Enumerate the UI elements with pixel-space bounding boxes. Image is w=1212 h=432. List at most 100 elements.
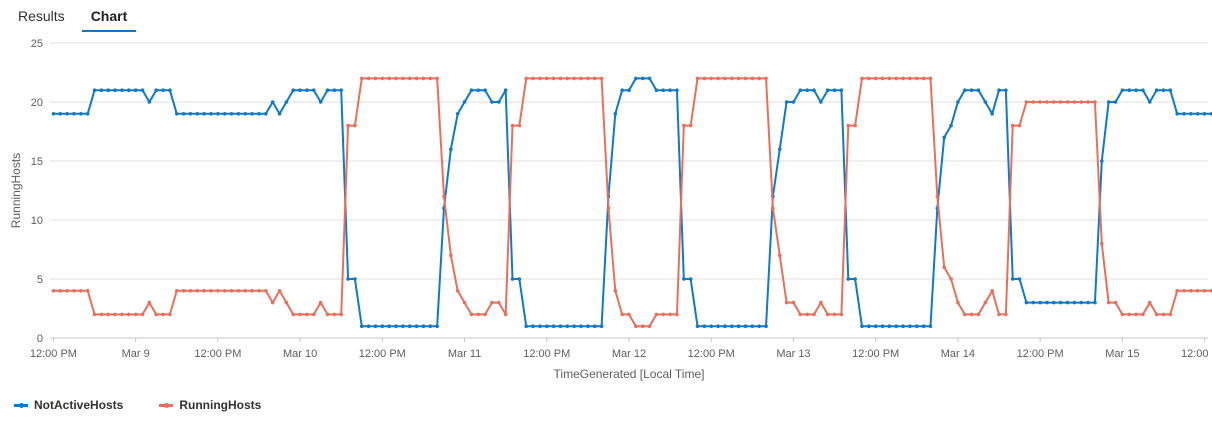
data-point <box>394 76 398 81</box>
data-point <box>291 312 296 317</box>
data-point <box>51 112 56 116</box>
data-point <box>1099 241 1104 246</box>
data-point <box>407 76 412 81</box>
data-point <box>1106 100 1111 104</box>
data-point <box>277 289 282 293</box>
data-point <box>99 312 104 317</box>
data-point <box>654 312 659 317</box>
data-point <box>284 100 289 104</box>
data-point <box>1031 300 1036 305</box>
data-point <box>846 277 851 281</box>
data-point <box>901 76 905 81</box>
data-point <box>298 312 302 317</box>
data-point <box>997 312 1001 317</box>
data-point <box>654 88 659 92</box>
legend-item-runninghosts[interactable]: RunningHosts <box>159 398 261 412</box>
data-point <box>1072 300 1077 305</box>
data-point <box>1079 100 1084 104</box>
data-point <box>750 324 755 329</box>
data-point <box>120 88 124 92</box>
x-tick-label: 12:00 PM <box>1017 348 1064 360</box>
data-point <box>174 112 179 116</box>
data-point <box>318 300 323 305</box>
data-point <box>359 324 364 329</box>
data-point <box>976 312 981 317</box>
data-point <box>990 112 994 116</box>
legend-swatch <box>159 402 174 408</box>
data-point <box>257 289 261 293</box>
data-point <box>956 100 960 104</box>
data-point <box>565 324 570 329</box>
data-point <box>414 324 419 329</box>
data-point <box>264 112 268 116</box>
data-point <box>229 112 234 116</box>
data-point <box>366 324 371 329</box>
data-point <box>572 324 576 329</box>
data-point <box>880 324 885 329</box>
data-point <box>106 312 111 317</box>
data-point <box>867 76 871 81</box>
x-axis-title: TimeGenerated [Local Time] <box>554 367 705 381</box>
data-point <box>894 324 899 329</box>
data-point <box>586 324 590 329</box>
data-point <box>702 324 707 329</box>
data-point <box>490 100 494 104</box>
data-point <box>188 112 193 116</box>
data-point <box>325 88 330 92</box>
data-point <box>353 277 357 281</box>
legend: NotActiveHosts RunningHosts <box>14 398 297 412</box>
legend-item-notactivehosts[interactable]: NotActiveHosts <box>14 398 123 412</box>
data-point <box>579 324 583 329</box>
data-point <box>606 206 611 210</box>
data-point <box>1038 300 1042 305</box>
y-tick-label: 5 <box>37 274 43 286</box>
data-point <box>202 112 206 116</box>
data-point <box>764 76 768 81</box>
data-point <box>620 88 624 92</box>
data-point <box>1093 300 1097 305</box>
data-point <box>133 312 138 317</box>
data-point <box>908 76 912 81</box>
data-point <box>147 300 152 305</box>
data-point <box>983 100 988 104</box>
data-point <box>1072 100 1077 104</box>
data-point <box>914 76 919 81</box>
x-tick-label: 12:00 PM <box>194 348 241 360</box>
data-point <box>79 112 83 116</box>
data-point <box>243 112 248 116</box>
data-point <box>154 312 159 317</box>
data-point <box>421 76 426 81</box>
data-point <box>675 88 679 92</box>
data-point <box>894 76 899 81</box>
data-point <box>216 112 220 116</box>
data-point <box>1189 289 1193 293</box>
data-point <box>250 112 254 116</box>
data-point <box>497 300 501 305</box>
tab-chart[interactable]: Chart <box>81 0 137 32</box>
data-point <box>716 324 720 329</box>
data-point <box>325 312 330 317</box>
data-point <box>661 88 666 92</box>
data-point <box>853 277 857 281</box>
data-point <box>1209 112 1212 116</box>
series-layer <box>51 76 1212 329</box>
data-point <box>777 147 782 151</box>
data-point <box>503 312 508 317</box>
x-tick-label: Mar 15 <box>1105 348 1139 360</box>
data-point <box>1086 300 1090 305</box>
tab-results[interactable]: Results <box>18 8 65 24</box>
data-point <box>942 135 946 140</box>
data-point <box>277 112 282 116</box>
data-point <box>949 123 953 128</box>
data-point <box>181 112 186 116</box>
data-point <box>106 88 111 92</box>
x-tick-label: Mar 14 <box>941 348 975 360</box>
x-tick-label: Mar 13 <box>776 348 810 360</box>
series-notactivehosts <box>51 76 1212 329</box>
data-point <box>867 324 871 329</box>
data-point <box>435 324 439 329</box>
data-point <box>935 194 940 199</box>
data-point <box>538 324 542 329</box>
data-point <box>901 324 905 329</box>
data-point <box>257 112 261 116</box>
